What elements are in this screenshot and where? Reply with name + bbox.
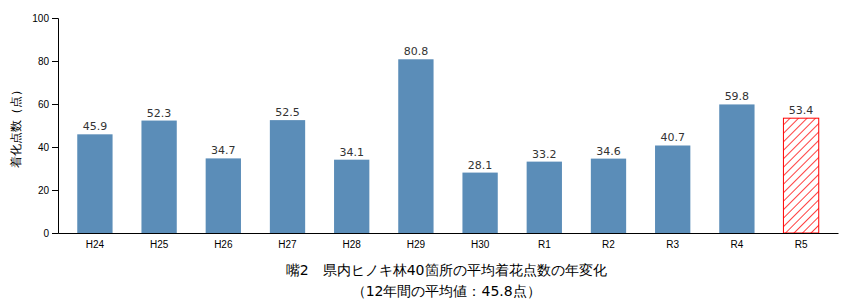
bar xyxy=(655,145,690,233)
x-tick: R1 xyxy=(538,233,551,250)
data-label: 52.3 xyxy=(147,107,172,120)
x-tick-label: R5 xyxy=(795,239,808,250)
y-tick-label: 40 xyxy=(38,142,50,153)
y-tick: 20 xyxy=(38,185,58,196)
data-labels: 45.9 52.3 34.7 52.5 34.1 80.8 28.1 33.2 34.6 40.7… xyxy=(83,45,814,171)
data-label: 33.2 xyxy=(532,148,557,161)
y-axis: 0 20 40 60 80 100 xyxy=(32,13,58,239)
x-tick-label: H30 xyxy=(471,239,490,250)
data-label: 59.8 xyxy=(725,90,750,103)
data-label: 80.8 xyxy=(404,45,429,58)
y-tick-label: 80 xyxy=(38,56,50,67)
bar xyxy=(783,118,818,233)
y-tick-label: 100 xyxy=(32,13,49,24)
x-tick-label: R3 xyxy=(666,239,679,250)
bar xyxy=(141,121,176,233)
y-tick-label: 60 xyxy=(38,99,50,110)
data-label: 53.4 xyxy=(789,104,814,117)
chart-svg: 0 20 40 60 80 100 H24 H25 H26 H27 H28 H29 H30 R1 R2 R3 R… xyxy=(0,0,858,305)
y-tick-mark xyxy=(52,18,58,19)
x-tick: H27 xyxy=(278,233,297,250)
x-tick: R4 xyxy=(730,233,743,250)
y-tick-mark xyxy=(52,104,58,105)
bars xyxy=(77,59,818,233)
x-tick: R2 xyxy=(602,233,615,250)
y-tick-mark xyxy=(52,61,58,62)
x-tick: H29 xyxy=(407,233,426,250)
x-tick-label: R2 xyxy=(602,239,615,250)
x-axis-line xyxy=(59,233,839,234)
x-tick: H25 xyxy=(150,233,169,250)
y-tick: 0 xyxy=(43,228,58,239)
x-tick-label: H25 xyxy=(150,239,169,250)
title: 嘴2 県内ヒノキ林40箇所の平均着花点数の年変化 xyxy=(286,262,607,278)
x-tick: H28 xyxy=(343,233,362,250)
bar xyxy=(334,160,369,233)
y-tick: 100 xyxy=(32,13,58,24)
y-tick: 40 xyxy=(38,142,58,153)
data-label: 28.1 xyxy=(468,159,493,172)
x-tick: H24 xyxy=(86,233,105,250)
y-tick-label: 20 xyxy=(38,185,50,196)
bar xyxy=(591,159,626,233)
plot: 0 20 40 60 80 100 H24 H25 H26 H27 H28 H29 H30 R1 R2 R3 R… xyxy=(32,13,838,250)
y-tick-mark xyxy=(52,190,58,191)
x-tick-label: H24 xyxy=(86,239,105,250)
bar xyxy=(270,120,305,233)
subtitle: （12年間の平均値：45.8点） xyxy=(352,283,541,299)
x-tick-label: H29 xyxy=(407,239,426,250)
bar xyxy=(527,162,562,233)
y-tick-mark xyxy=(52,233,58,234)
x-tick: R5 xyxy=(795,233,808,250)
x-tick: R3 xyxy=(666,233,679,250)
data-label: 34.6 xyxy=(596,145,621,158)
bar xyxy=(77,134,112,233)
bar xyxy=(206,158,241,233)
bar xyxy=(398,59,433,233)
y-axis-title: 着化点数（点） xyxy=(9,84,23,168)
bar xyxy=(719,104,754,233)
x-tick-label: H26 xyxy=(214,239,233,250)
data-label: 52.5 xyxy=(275,106,300,119)
y-axis-line xyxy=(52,19,59,234)
x-tick-label: H28 xyxy=(343,239,362,250)
data-label: 34.7 xyxy=(211,144,236,157)
x-tick-label: R4 xyxy=(730,239,743,250)
x-tick-label: R1 xyxy=(538,239,551,250)
y-tick: 80 xyxy=(38,56,58,67)
x-tick-label: H27 xyxy=(278,239,297,250)
bar xyxy=(462,173,497,233)
y-tick-label: 0 xyxy=(43,228,49,239)
x-axis: H24 H25 H26 H27 H28 H29 H30 R1 R2 R3 R4 R5 xyxy=(59,233,839,250)
data-label: 45.9 xyxy=(83,120,108,133)
x-tick: H26 xyxy=(214,233,233,250)
y-tick-mark xyxy=(52,147,58,148)
chart-container: 0 20 40 60 80 100 H24 H25 H26 H27 H28 H29 H30 R1 R2 R3 R… xyxy=(0,0,858,305)
y-tick: 60 xyxy=(38,99,58,110)
x-tick: H30 xyxy=(471,233,490,250)
data-label: 40.7 xyxy=(660,131,685,144)
data-label: 34.1 xyxy=(339,146,364,159)
